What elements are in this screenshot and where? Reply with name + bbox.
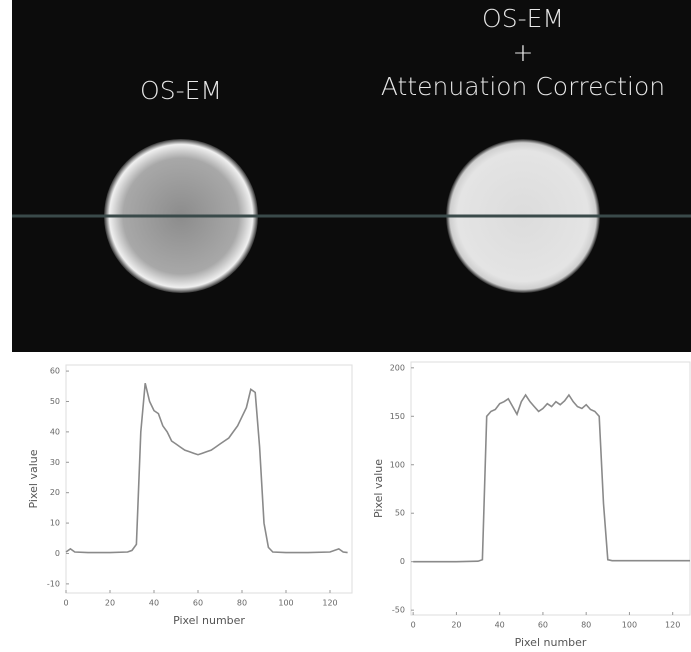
x-tick-label: 80 — [581, 621, 591, 630]
x-tick-label: 60 — [193, 599, 203, 608]
x-tick-label: 0 — [411, 621, 416, 630]
y-tick-label: 10 — [50, 519, 60, 528]
y-tick-label: 200 — [390, 363, 405, 372]
image-label: OS-EM — [482, 4, 564, 33]
x-tick-label: 100 — [622, 621, 637, 630]
y-tick-label: -50 — [392, 606, 405, 615]
x-tick-label: 120 — [322, 599, 337, 608]
profile-line — [413, 393, 690, 563]
y-tick-label: 50 — [50, 397, 60, 406]
x-tick-label: 100 — [278, 599, 293, 608]
x-axis-label: Pixel number — [515, 636, 587, 649]
plot-frame — [410, 361, 691, 616]
y-tick-label: 0 — [55, 549, 60, 558]
x-axis-label: Pixel number — [173, 614, 245, 627]
x-tick-label: 40 — [149, 599, 159, 608]
y-axis-label: Pixel value — [27, 449, 40, 508]
x-tick-label: 20 — [105, 599, 115, 608]
y-tick-label: 100 — [390, 460, 405, 469]
image-label: OS-EM — [140, 76, 222, 105]
image-panel — [12, 0, 691, 352]
y-tick-label: 60 — [50, 367, 60, 376]
x-tick-label: 60 — [538, 621, 548, 630]
x-tick-label: 40 — [495, 621, 505, 630]
y-tick-label: 0 — [400, 557, 405, 566]
x-tick-label: 120 — [665, 621, 680, 630]
y-tick-label: 150 — [390, 412, 405, 421]
x-tick-label: 0 — [63, 599, 68, 608]
y-tick-label: 30 — [50, 458, 60, 467]
image-label: Attenuation Correction — [381, 72, 665, 101]
y-tick-label: 20 — [50, 488, 60, 497]
x-tick-label: 20 — [451, 621, 461, 630]
y-tick-label: 50 — [395, 509, 405, 518]
profile-line — [65, 383, 348, 554]
y-tick-label: 40 — [50, 427, 60, 436]
x-tick-label: 80 — [237, 599, 247, 608]
y-tick-label: -10 — [47, 579, 60, 588]
image-label: + — [513, 38, 534, 67]
y-axis-label: Pixel value — [372, 459, 385, 518]
plot-frame — [65, 364, 353, 594]
